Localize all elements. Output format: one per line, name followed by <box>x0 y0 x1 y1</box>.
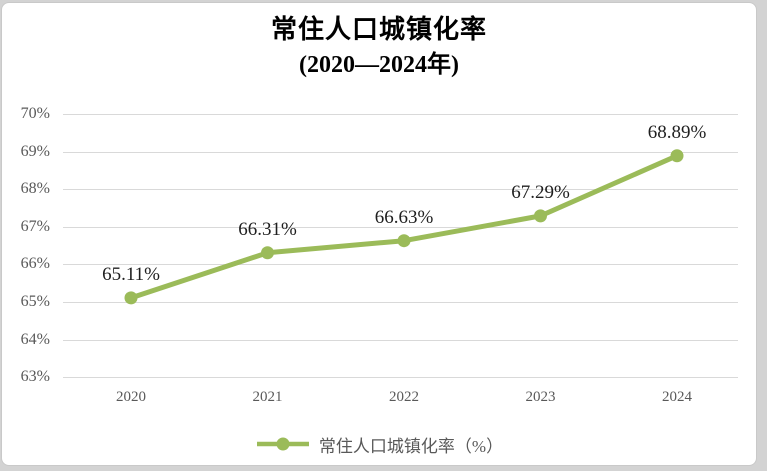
y-axis-tick-label: 63% <box>20 368 50 386</box>
legend-label: 常住人口城镇化率（%） <box>318 436 504 456</box>
chart-title: 常住人口城镇化率 <box>270 15 487 44</box>
legend[interactable]: 常住人口城镇化率（%） <box>2 431 756 457</box>
gridline <box>63 114 738 115</box>
data-point-label: 68.89% <box>647 121 707 143</box>
x-axis-tick-label: 2021 <box>252 389 283 405</box>
data-point-label: 67.29% <box>511 181 570 203</box>
y-axis-tick-label: 69% <box>20 142 50 160</box>
gridline <box>63 264 738 266</box>
data-point-marker[interactable] <box>261 246 274 260</box>
chart-title-block: 常住人口城镇化率 (2020—2024年) <box>2 13 756 80</box>
y-axis-tick-label: 68% <box>20 180 50 198</box>
y-axis-tick-label: 66% <box>20 255 50 273</box>
gridline <box>63 151 738 153</box>
x-axis-tick-label: 2023 <box>525 389 556 405</box>
data-point-label: 66.31% <box>238 218 297 240</box>
y-axis-tick-label: 70% <box>20 105 50 122</box>
gridline <box>63 226 738 228</box>
data-point-label: 66.63% <box>374 206 434 228</box>
x-axis-tick-label: 2020 <box>116 389 146 405</box>
legend-line-marker-icon <box>255 437 311 451</box>
data-point-marker[interactable] <box>534 209 547 223</box>
data-point-marker[interactable] <box>124 291 138 305</box>
plot-area: 63% 64% 65% 66% 67% 68% 69% 70% 2020 2021 2022 2023… <box>2 3 757 466</box>
y-axis-tick-label: 67% <box>20 217 50 235</box>
gridline <box>63 339 738 341</box>
y-axis-tick-label: 64% <box>20 330 50 348</box>
series-line-layer[interactable] <box>2 3 757 466</box>
gridline <box>63 377 738 379</box>
gridline <box>63 189 738 191</box>
data-point-marker[interactable] <box>670 149 684 163</box>
gridline <box>63 302 738 303</box>
y-axis-tick-label: 65% <box>20 293 50 310</box>
x-axis-tick-label: 2024 <box>662 389 692 405</box>
x-axis-tick-label: 2022 <box>389 389 419 405</box>
data-point-label: 65.11% <box>102 263 160 285</box>
series-line[interactable] <box>128 153 680 301</box>
data-point-marker[interactable] <box>397 234 411 248</box>
chart-frame[interactable]: 常住人口城镇化率 (2020—2024年) 63% 64% 65% 66% 67% 68%… <box>1 2 757 466</box>
chart-subtitle: (2020—2024年) <box>299 52 459 78</box>
